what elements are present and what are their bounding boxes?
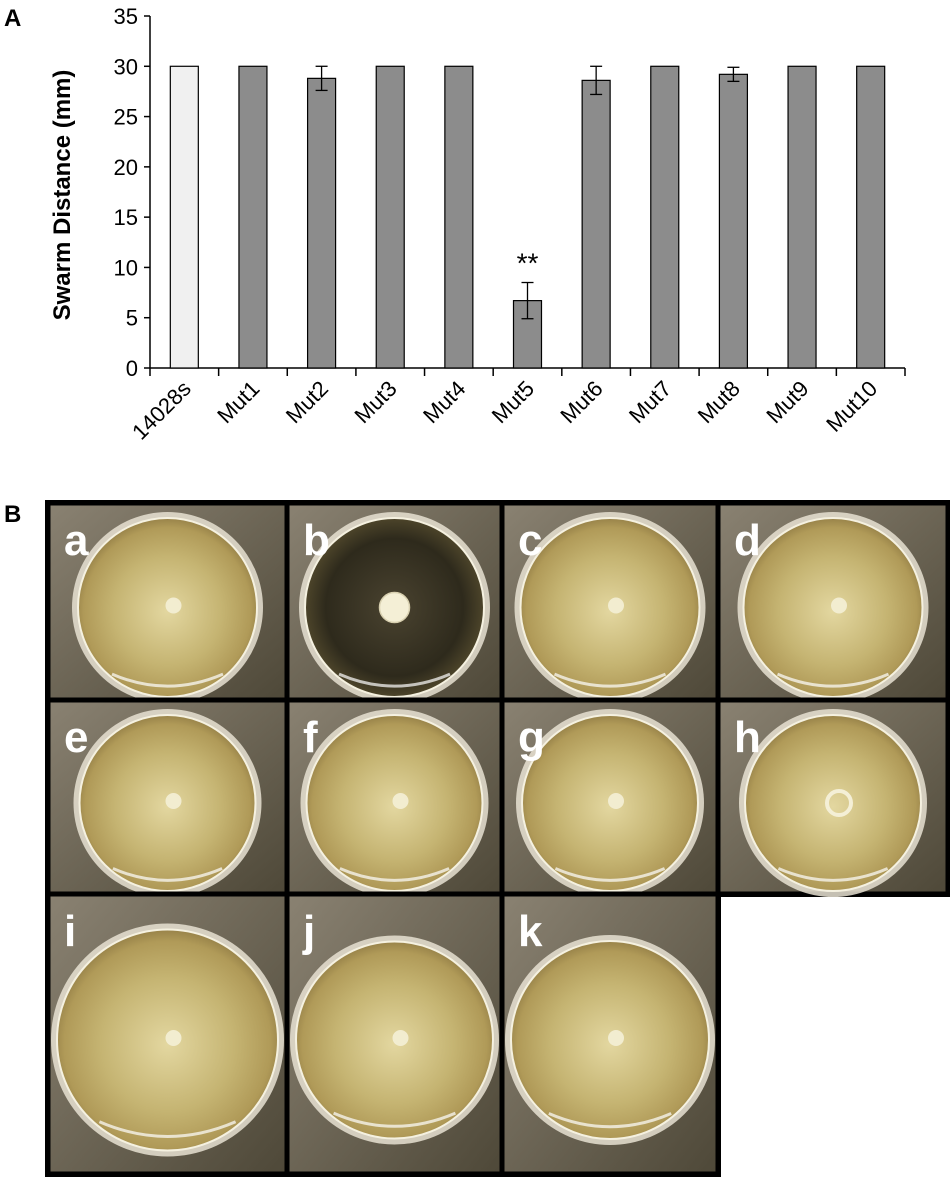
significance-marker: ** [517,248,539,279]
glare [338,672,451,688]
glare [776,672,890,688]
error-bar-mut6 [590,65,603,96]
error-bar-mut5 [521,281,534,320]
colony [608,597,624,614]
panel-label-b: B [4,501,21,528]
glare [111,672,224,688]
plate-well-k: k [499,891,721,1177]
well-letter: b [303,516,330,565]
x-tick-label: Mut1 [212,376,264,428]
error-bar-mut8 [727,66,740,83]
error-bar-mut2 [315,65,328,92]
bar-mut4 [444,65,474,369]
bar-mut3 [375,65,405,369]
bar-mut1 [238,65,268,369]
well-letter: a [64,516,89,565]
annotations: ** [517,248,539,279]
x-tick-label: Mut9 [761,376,813,428]
well-letter: i [64,907,76,956]
well-letter: f [303,713,318,762]
y-tick-label: 10 [114,255,138,280]
y-tick-label: 35 [114,4,138,29]
colony [608,793,624,809]
colony [165,597,182,614]
colony [165,793,182,809]
colony [378,591,411,624]
glare [333,1111,456,1128]
error-bars [315,65,740,320]
bar-14028s [169,65,199,369]
x-tick-label: Mut8 [693,376,745,428]
well-letter: j [302,907,315,956]
bar-chart: 0 5 10 15 20 25 30 35 14028s Mut1 Mut2 Mut3 Mut4 Mut… [49,4,906,445]
glare [98,1120,237,1138]
plate-well-e: e [45,697,290,897]
well-letter: c [518,516,542,565]
colony [165,1030,182,1046]
y-tick-label: 20 [114,155,138,180]
plate-well-d: d [715,500,950,703]
x-tick-label: Mut2 [281,376,333,428]
y-tick-label: 15 [114,205,138,230]
colony [608,1030,624,1046]
y-axis: 0 5 10 15 20 25 30 35 [114,4,151,381]
x-tick-label: 14028s [127,376,196,445]
x-tick-label: Mut3 [349,376,401,428]
plate-well-i: i [45,891,290,1177]
x-tick-label: Mut5 [487,376,539,428]
colony [392,1030,409,1046]
plate-well-f: f [284,697,505,897]
bar-mut8 [718,73,749,369]
glare [112,867,223,882]
well-letter: e [64,713,88,762]
colony [825,789,853,817]
plate-photo-grid: a b c d e f g h i j k [45,500,950,1177]
bar-mut10 [856,65,886,369]
panel-label-a: A [4,5,21,32]
colony [831,597,847,614]
x-tick-label: Mut6 [555,376,607,428]
plate-well-c: c [499,500,721,703]
plate-well-j: j [284,891,505,1177]
plate-well-g: g [499,697,721,897]
well-letter: d [734,516,761,565]
plate-well-h: h [715,697,950,897]
glare [553,672,667,688]
glare [554,867,666,882]
bar-mut2 [306,77,337,369]
y-axis-label: Swarm Distance (mm) [49,70,76,321]
well-letter: k [518,907,543,956]
y-tick-label: 25 [114,105,138,130]
colony [392,793,409,809]
glare [339,867,450,882]
bar-mut7 [650,65,680,369]
well-letter: h [734,713,761,762]
x-axis: 14028s Mut1 Mut2 Mut3 Mut4 Mut5 Mut6 Mut7 Mut8 Mu… [127,367,906,445]
swarm-agar [744,714,922,892]
x-tick-label: Mut10 [821,376,882,437]
bars [169,65,886,369]
glare [548,1112,672,1129]
x-tick-label: Mut7 [624,376,676,428]
plate-well-b: b [284,500,505,703]
y-tick-label: 30 [114,54,138,79]
well-letter: g [518,713,545,762]
bar-mut6 [581,79,611,369]
y-tick-label: 0 [126,356,138,381]
glare [777,867,889,882]
plate-well-a: a [45,500,290,703]
bar-mut9 [787,65,817,369]
x-tick-label: Mut4 [418,376,470,428]
y-tick-label: 5 [126,306,138,331]
